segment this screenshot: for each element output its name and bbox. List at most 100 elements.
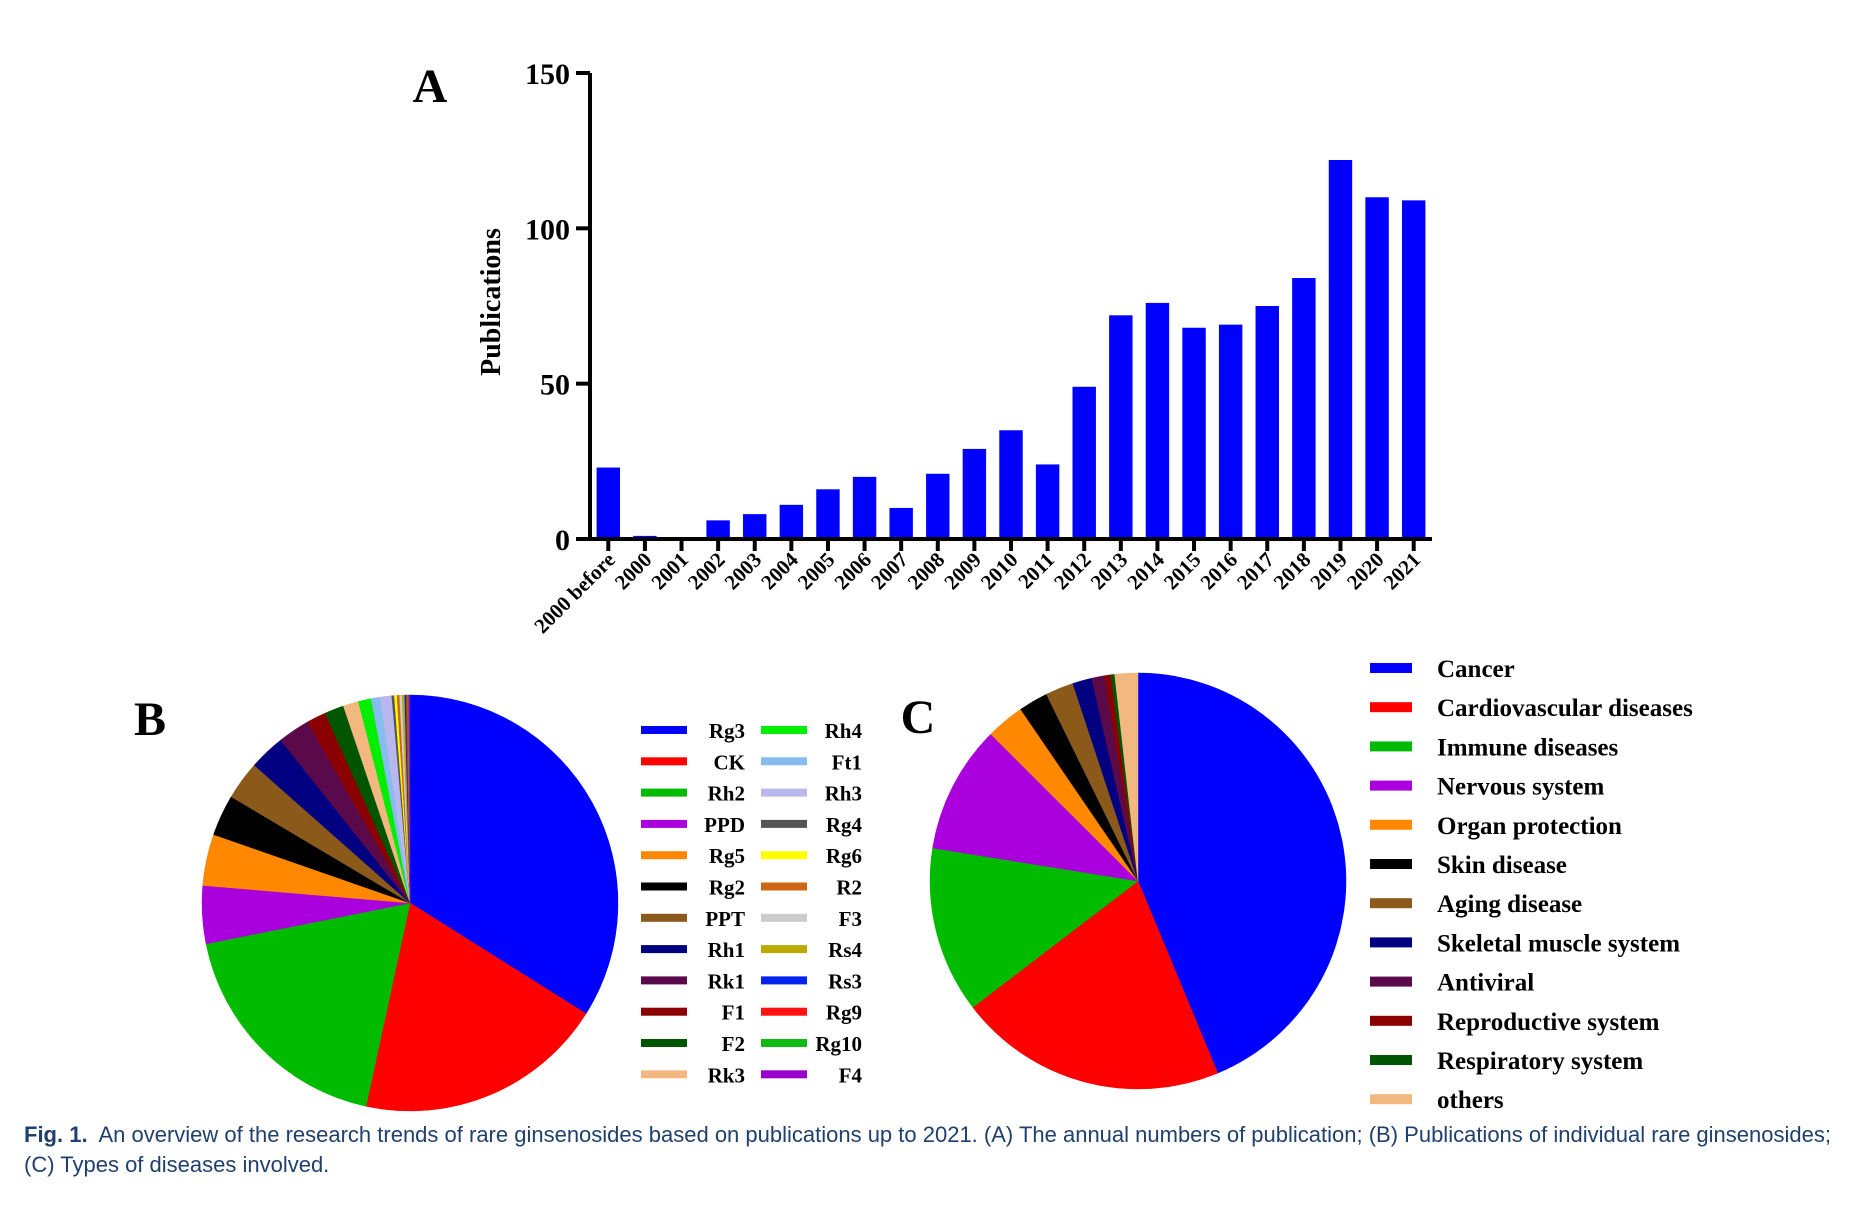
x-tick-label: 2000 before	[529, 548, 620, 639]
caption-text: An overview of the research trends of ra…	[24, 1122, 1831, 1177]
legend-label: CK	[714, 750, 746, 774]
y-tick-label: 0	[555, 524, 570, 557]
legend-label: Ft1	[832, 750, 862, 774]
legend-label: F2	[722, 1032, 745, 1056]
legend-swatch	[761, 1039, 807, 1047]
legend-swatch	[761, 1007, 807, 1016]
legend-label: F3	[839, 907, 862, 931]
legend-swatch	[1370, 976, 1412, 987]
legend-label: Skin disease	[1437, 852, 1567, 879]
legend-label: Immune diseases	[1437, 734, 1619, 761]
x-tick-label: 2014	[1122, 547, 1169, 594]
bar	[1182, 327, 1206, 539]
x-tick-label: 2018	[1269, 548, 1316, 595]
legend-swatch	[1370, 663, 1412, 673]
bar	[1218, 324, 1243, 539]
legend-swatch	[641, 851, 687, 860]
legend-label: others	[1437, 1087, 1504, 1114]
legend-swatch	[1370, 859, 1412, 869]
panel-label-c: C	[901, 691, 936, 744]
legend-swatch	[761, 976, 807, 985]
bar	[1072, 386, 1096, 539]
pie-slice	[929, 847, 1139, 1008]
caption-label: Fig. 1.	[24, 1122, 88, 1147]
legend-label: Cancer	[1437, 656, 1515, 683]
x-tick-label: 2016	[1196, 548, 1243, 595]
bar	[1035, 464, 1060, 539]
legend-swatch	[761, 1070, 807, 1079]
bar	[706, 520, 730, 539]
figure-caption: Fig. 1. An overview of the research tren…	[24, 1120, 1834, 1180]
legend-swatch	[641, 945, 687, 954]
bar	[1145, 302, 1170, 539]
bar	[926, 473, 950, 539]
legend-swatch	[641, 913, 687, 922]
x-tick-label: 2009	[939, 548, 986, 595]
legend-label: Rg6	[826, 844, 862, 868]
x-tick-label: 2019	[1305, 548, 1352, 595]
bar	[1255, 306, 1279, 539]
legend-label: Antiviral	[1437, 970, 1534, 997]
legend-swatch	[641, 788, 687, 797]
legend-label: Organ protection	[1437, 813, 1622, 840]
legend-label: Rh1	[708, 938, 745, 962]
pie-slice	[1114, 672, 1139, 882]
bar	[852, 476, 877, 539]
legend-label: Rh3	[825, 782, 862, 806]
legend-swatch	[641, 976, 687, 985]
pie-chart-panel-b: B Rg3 CK Rh2 PPD Rg5 Rg2 PPT Rh1 Rk1 F1 F2 Rk3 Rh4 Ft…	[134, 693, 863, 1112]
panel-label-b: B	[134, 693, 166, 746]
x-tick-label: 2021	[1379, 548, 1426, 595]
bar	[1365, 197, 1389, 539]
x-tick-label: 2020	[1342, 548, 1389, 595]
legend-swatch	[761, 851, 807, 860]
legend-label: Rg10	[815, 1032, 862, 1056]
x-tick-label: 2013	[1086, 548, 1133, 595]
bar	[999, 430, 1023, 539]
legend-swatch	[1370, 741, 1412, 752]
x-tick-label: 2011	[1013, 548, 1059, 594]
legend-swatch	[761, 882, 807, 891]
legend-label: Rg9	[826, 1001, 862, 1025]
pie-slice	[932, 733, 1139, 882]
legend-swatch	[761, 757, 807, 766]
bar	[779, 504, 804, 539]
legend-swatch	[761, 819, 807, 828]
pie-slice	[409, 694, 619, 1015]
y-tick-label: 100	[525, 213, 570, 246]
legend-swatch	[1370, 1094, 1412, 1105]
legend-label: PPD	[704, 813, 745, 837]
bar	[1401, 200, 1426, 539]
y-tick-label: 150	[525, 58, 570, 91]
bar	[1328, 159, 1353, 539]
legend-swatch	[641, 757, 687, 766]
legend-label: Rh4	[825, 719, 863, 743]
legend-label: Rs4	[828, 938, 862, 962]
x-tick-label: 2003	[720, 548, 767, 595]
x-tick-label: 2015	[1159, 548, 1206, 595]
bar	[743, 514, 767, 539]
legend-swatch	[641, 1039, 687, 1047]
legend-label: R2	[836, 876, 862, 900]
legend-label: F4	[839, 1063, 863, 1087]
bar	[1292, 278, 1316, 539]
legend-label: Cardiovascular diseases	[1437, 695, 1693, 722]
legend-label: Rk1	[708, 969, 745, 993]
legend-swatch	[1370, 898, 1412, 909]
legend-swatch	[641, 882, 687, 891]
bar	[596, 467, 621, 539]
x-tick-label: 2000	[610, 548, 657, 595]
x-tick-label: 2005	[793, 548, 840, 595]
legend-swatch	[641, 726, 687, 734]
legend-swatch	[641, 1007, 687, 1016]
bar	[1109, 315, 1133, 539]
legend-swatch	[1370, 937, 1412, 948]
legend-label: Rs3	[828, 969, 862, 993]
legend-swatch	[1370, 1015, 1412, 1026]
x-tick-label: 2012	[1049, 548, 1096, 595]
x-tick-label: 2004	[756, 547, 803, 594]
legend-label: Reproductive system	[1437, 1009, 1660, 1036]
pie-slice	[1137, 672, 1347, 1074]
